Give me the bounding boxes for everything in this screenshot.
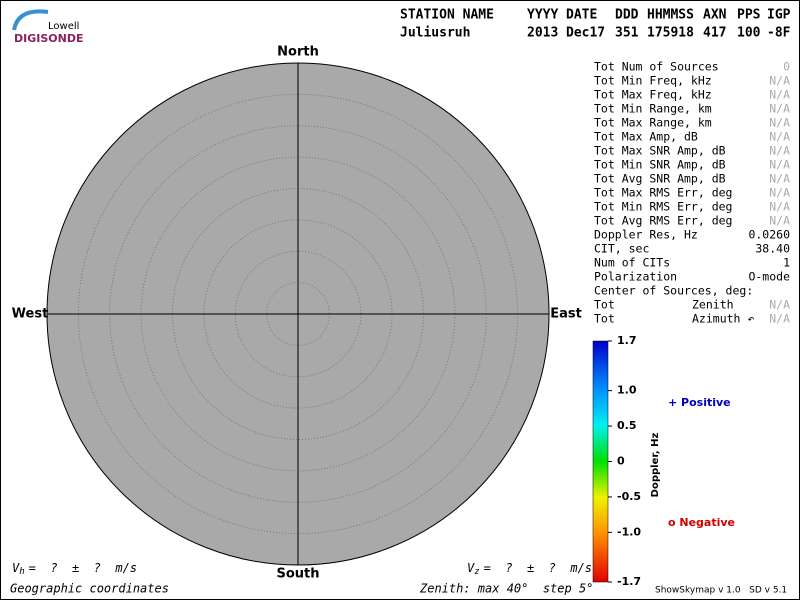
header-label: AXN [703, 8, 727, 23]
header-value: 351 [615, 26, 639, 41]
stats-table: Tot Num of Sources 0 Tot Min Freq, kHz N/A T… [594, 60, 790, 326]
vh-text: = ? ± ? m/s [29, 561, 137, 575]
stat-label: Tot Max Amp, dB [594, 130, 698, 144]
vh: Vh = ? ± ? m/s [12, 561, 137, 577]
compass-east: East [550, 307, 582, 322]
colorbar-title: Doppler, Hz [650, 433, 661, 498]
stat-value: 0 [783, 60, 790, 74]
colorbar-gradient [592, 340, 609, 583]
stat-value: N/A [769, 186, 790, 200]
header-value: 417 [703, 26, 726, 41]
stat-label: Polarization [594, 270, 677, 284]
stat-value: N/A [769, 158, 790, 172]
coords-note: Geographic coordinates [10, 582, 169, 596]
stat-value: 0.0260 [748, 228, 790, 242]
polar-plot: North South West East [12, 45, 582, 582]
stat-value: 38.40 [755, 242, 790, 256]
stat-label: Tot Max SNR Amp, dB [594, 144, 726, 158]
stat-label: Tot [594, 312, 615, 326]
vz-symbol: V [467, 561, 475, 575]
stat-label: Tot Max Freq, kHz [594, 88, 712, 102]
legend-negative: o Negative [668, 516, 735, 529]
stat-value: N/A [769, 144, 790, 158]
stat-label: Tot Min SNR Amp, dB [594, 158, 726, 172]
colorbar-tick-label: -1.0 [617, 525, 641, 538]
stat-value: N/A [769, 102, 790, 116]
stat-value: O-mode [748, 270, 790, 284]
header-label: STATION NAME [400, 8, 494, 23]
vh-sub: h [19, 567, 24, 577]
vz-sub: z [474, 567, 479, 577]
stat-label: Tot Max Range, km [594, 116, 712, 130]
colorbar: Doppler, Hz 1.7 1.0 0.5 0 -0.5 -1.0 -1.7 [592, 334, 661, 588]
header-label: DDD [615, 8, 639, 23]
stat-value: N/A [769, 130, 790, 144]
header-label: IGP [767, 8, 791, 23]
compass-north: North [277, 45, 319, 60]
header-value: 100 [737, 26, 761, 41]
vh-symbol: V [12, 561, 20, 575]
header-value: 2013 [527, 26, 558, 41]
vz: Vz = ? ± ? m/s [467, 561, 592, 577]
header-value: 175918 [647, 26, 694, 41]
colorbar-tick-label: 0 [617, 455, 625, 468]
colorbar-tick-label: 0.5 [617, 419, 637, 432]
colorbar-tick-label: 1.7 [617, 334, 637, 347]
stat-label: Tot Min Freq, kHz [594, 74, 712, 88]
header: STATION NAME YYYY DATE DDD HHMMSS AXN PPS IGP Ju… [400, 8, 791, 41]
stat-value: N/A [769, 298, 790, 312]
header-label: YYYY [527, 8, 558, 23]
header-label: HHMMSS [647, 8, 694, 23]
header-label: PPS [737, 8, 761, 23]
compass-south: South [276, 567, 319, 582]
stat-label: Tot [594, 298, 615, 312]
stat-label: Tot Num of Sources [594, 60, 719, 74]
stat-label: CIT, sec [594, 242, 649, 256]
version-note: ShowSkymap v 1.0 SD v 5.1 [655, 586, 787, 596]
stat-label: Tot Min Range, km [594, 102, 712, 116]
header-label: DATE [566, 8, 597, 23]
stat-sublabel: Azimuth ↶ [692, 312, 754, 326]
logo-swoosh [12, 9, 49, 31]
stat-value: N/A [769, 172, 790, 186]
stat-label: Tot Avg SNR Amp, dB [594, 172, 726, 186]
stat-label: Tot Max RMS Err, deg [594, 186, 732, 200]
colorbar-tick-label: 1.0 [617, 384, 637, 397]
stat-value: N/A [769, 214, 790, 228]
header-value: Juliusruh [400, 26, 470, 41]
colorbar-tick-label: -0.5 [617, 490, 641, 503]
stat-value: N/A [769, 74, 790, 88]
stat-value: N/A [769, 200, 790, 214]
stat-value: N/A [769, 312, 790, 326]
stat-label: Num of CITs [594, 256, 670, 270]
stat-value: N/A [769, 116, 790, 130]
logo-bottom: DIGISONDE [14, 32, 83, 45]
stat-sublabel: Zenith [692, 298, 734, 312]
compass-west: West [12, 307, 49, 322]
stat-label: Tot Min RMS Err, deg [594, 200, 732, 214]
stat-label: Tot Avg RMS Err, deg [594, 214, 732, 228]
stat-value: 1 [783, 256, 790, 270]
header-value: Dec17 [566, 26, 605, 41]
colorbar-tick-label: -1.7 [617, 575, 641, 588]
stat-label: Center of Sources, deg: [594, 284, 753, 298]
stat-label: Doppler Res, Hz [594, 228, 698, 242]
legend-positive: + Positive [668, 396, 731, 409]
stat-value: N/A [769, 88, 790, 102]
header-value: -8F [767, 26, 791, 41]
logo-top: Lowell [48, 21, 79, 32]
vz-text: = ? ± ? m/s [484, 561, 592, 575]
zenith-note: Zenith: max 40° step 5° [419, 582, 593, 596]
